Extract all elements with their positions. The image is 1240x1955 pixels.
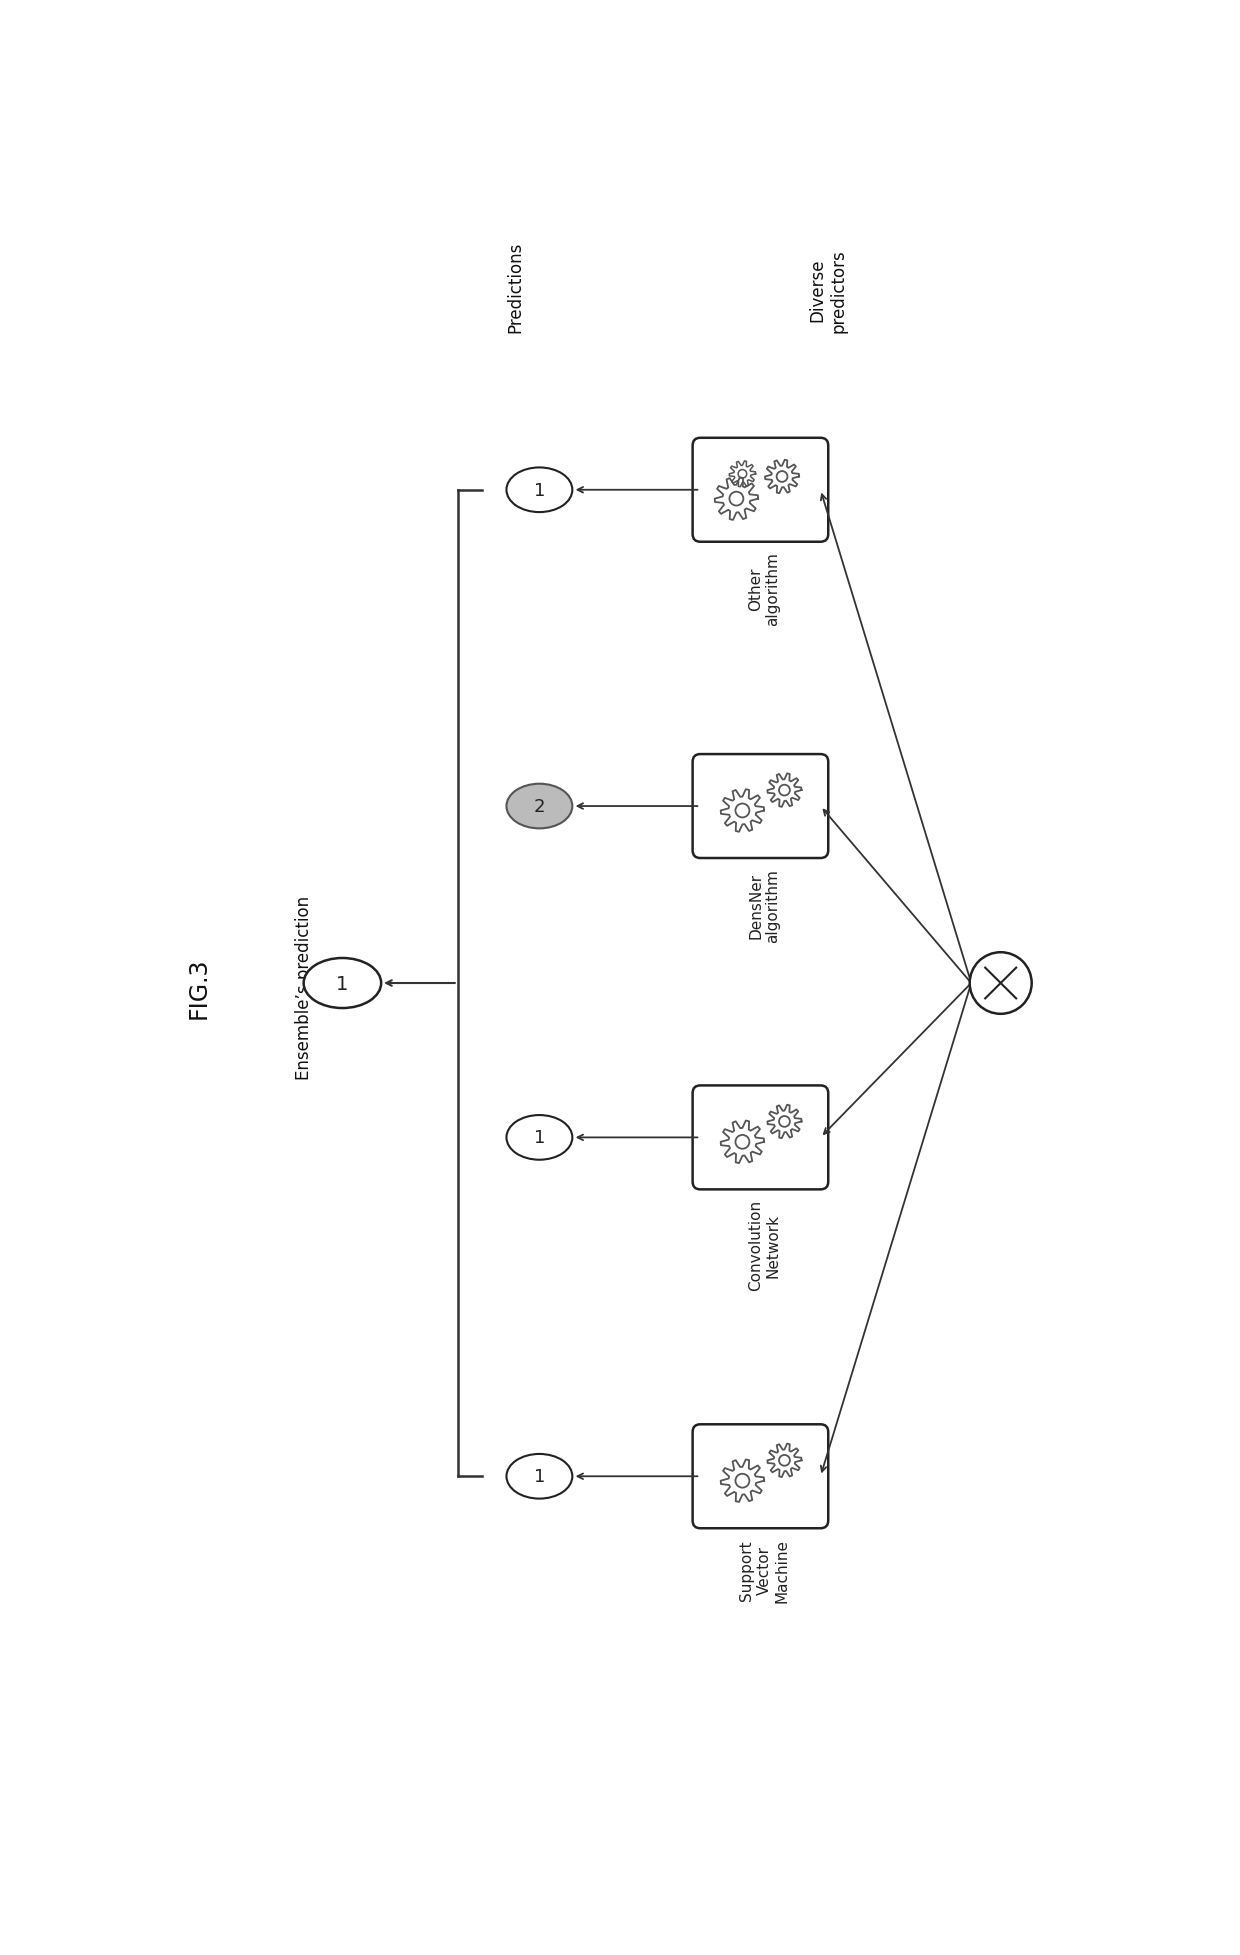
FancyBboxPatch shape: [693, 755, 828, 858]
Text: FIG.3: FIG.3: [186, 956, 211, 1019]
Text: Convolution
Network: Convolution Network: [748, 1198, 780, 1290]
Ellipse shape: [970, 952, 1032, 1015]
Ellipse shape: [304, 958, 381, 1009]
FancyBboxPatch shape: [693, 438, 828, 542]
FancyBboxPatch shape: [693, 1085, 828, 1191]
Text: 1: 1: [533, 1128, 546, 1148]
Text: Other
algorithm: Other algorithm: [748, 551, 780, 626]
Text: Support
Vector
Machine: Support Vector Machine: [739, 1539, 789, 1601]
Ellipse shape: [506, 1116, 573, 1159]
Text: 1: 1: [533, 1468, 546, 1486]
Ellipse shape: [506, 1455, 573, 1499]
Text: Ensemble’s prediction: Ensemble’s prediction: [295, 895, 312, 1079]
Text: 2: 2: [533, 798, 546, 815]
FancyBboxPatch shape: [693, 1425, 828, 1529]
Text: DensNer
algorithm: DensNer algorithm: [748, 868, 780, 942]
Text: Diverse
predictors: Diverse predictors: [808, 248, 847, 332]
Text: 1: 1: [336, 974, 348, 993]
Text: Predictions: Predictions: [506, 240, 525, 332]
Ellipse shape: [506, 784, 573, 829]
Ellipse shape: [506, 467, 573, 512]
Text: 1: 1: [533, 481, 546, 500]
